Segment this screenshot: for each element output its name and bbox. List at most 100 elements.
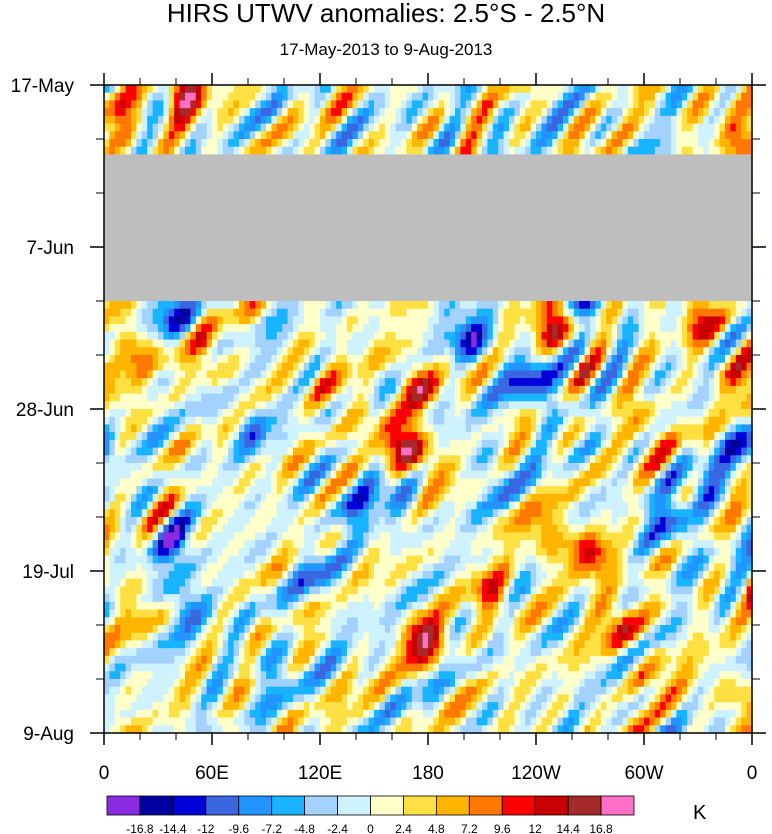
heatmap-cell [114, 331, 121, 341]
heatmap-cell [600, 92, 607, 102]
heatmap-cell [401, 108, 407, 117]
heatmap-cell [201, 139, 208, 148]
heatmap-cell [104, 115, 110, 125]
heatmap-cell [260, 355, 267, 364]
heatmap-cell [714, 108, 721, 117]
heatmap-cell [600, 393, 607, 402]
heatmap-cell [255, 131, 262, 140]
heatmap-cell [233, 308, 240, 318]
heatmap-cell [579, 131, 586, 140]
heatmap-cell [168, 139, 175, 148]
heatmap-cell [660, 308, 667, 318]
heatmap-cell [476, 316, 483, 325]
heatmap-cell [487, 146, 494, 156]
heatmap-cell [725, 139, 731, 148]
heatmap-cell [168, 339, 175, 348]
heatmap-cell [455, 378, 461, 387]
heatmap-cell [503, 385, 510, 395]
heatmap-cell [152, 100, 159, 109]
heatmap-cell [563, 301, 569, 310]
heatmap-cell [654, 355, 661, 364]
heatmap-cell [509, 339, 515, 348]
heatmap-cell [579, 308, 586, 318]
heatmap-cell [384, 401, 391, 410]
heatmap-cell [131, 385, 137, 395]
heatmap-cell [266, 123, 272, 132]
heatmap-cell [293, 355, 299, 364]
heatmap-cell [195, 362, 202, 372]
heatmap-cell [541, 385, 548, 395]
heatmap-cell [433, 316, 440, 325]
heatmap-cell [471, 378, 478, 387]
heatmap-cell [390, 301, 397, 310]
heatmap-cell [433, 131, 440, 140]
heatmap-cell [255, 347, 262, 356]
heatmap-cell [233, 331, 240, 341]
heatmap-cell [352, 146, 359, 156]
heatmap-cell [233, 324, 240, 333]
heatmap-cell [671, 308, 677, 318]
heatmap-cell [627, 139, 634, 148]
heatmap-cell [692, 362, 699, 372]
heatmap-cell [266, 115, 272, 125]
heatmap-cell [681, 108, 688, 117]
heatmap-cell [676, 139, 683, 148]
heatmap-cell [330, 331, 337, 341]
heatmap-cell [627, 378, 634, 387]
heatmap-cell [584, 131, 591, 140]
heatmap-cell [239, 316, 245, 325]
heatmap-cell [136, 131, 143, 140]
heatmap-cell [406, 401, 413, 410]
heatmap-cell [325, 85, 332, 94]
heatmap-cell [644, 85, 650, 94]
heatmap-cell [671, 316, 677, 325]
heatmap-cell [190, 146, 197, 156]
heatmap-cell [714, 146, 721, 156]
heatmap-cell [195, 139, 202, 148]
heatmap-cell [449, 301, 456, 310]
heatmap-cell [217, 115, 224, 125]
heatmap-cell [638, 393, 645, 402]
heatmap-cell [519, 115, 526, 125]
heatmap-cell [471, 308, 478, 318]
heatmap-cell [563, 339, 569, 348]
heatmap-cell [195, 401, 202, 410]
heatmap-cell [428, 139, 434, 148]
heatmap-cell [465, 131, 472, 140]
heatmap-cell [228, 146, 235, 156]
heatmap-cell [525, 108, 532, 117]
heatmap-cell [681, 146, 688, 156]
heatmap-cell [206, 85, 213, 94]
heatmap-cell [460, 316, 467, 325]
heatmap-cell [487, 316, 494, 325]
heatmap-cell [411, 370, 418, 379]
heatmap-cell [195, 131, 202, 140]
heatmap-cell [174, 316, 181, 325]
heatmap-cell [147, 378, 154, 387]
heatmap-cell [309, 362, 316, 372]
heatmap-cell [255, 331, 262, 341]
heatmap-cell [563, 123, 569, 132]
heatmap-cell [509, 308, 515, 318]
heatmap-cell [422, 393, 429, 402]
heatmap-cell [746, 146, 753, 156]
heatmap-cell [152, 92, 159, 102]
heatmap-cell [546, 308, 553, 318]
heatmap-cell [298, 92, 305, 102]
heatmap-cell [638, 108, 645, 117]
heatmap-cell [428, 100, 434, 109]
heatmap-cell [671, 115, 677, 125]
heatmap-cell [222, 146, 229, 156]
heatmap-cell [649, 339, 656, 348]
heatmap-cell [303, 308, 310, 318]
heatmap-cell [660, 378, 667, 387]
heatmap-cell [730, 100, 737, 109]
heatmap-cell [287, 362, 294, 372]
heatmap-cell [460, 139, 467, 148]
heatmap-cell [676, 301, 683, 310]
heatmap-cell [136, 139, 143, 148]
heatmap-cell [336, 347, 343, 356]
heatmap-cell [168, 316, 175, 325]
heatmap-cell [309, 301, 316, 310]
heatmap-cell [206, 324, 213, 333]
